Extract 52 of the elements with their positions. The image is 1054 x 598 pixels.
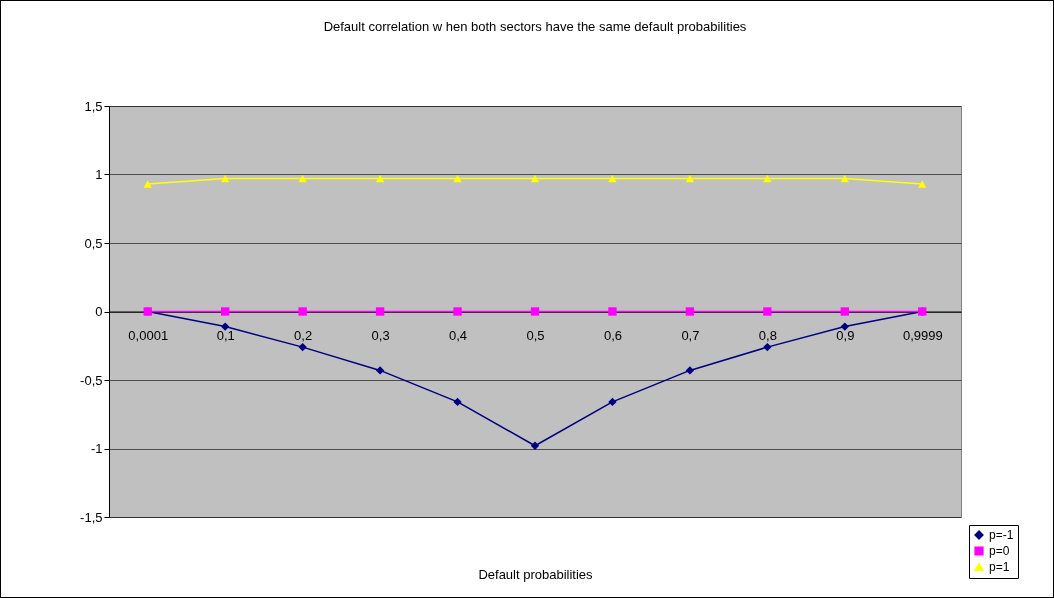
x-tick-label: 0,8: [758, 328, 777, 343]
chart-title: Default correlation w hen both sectors have the same default probabilities: [323, 19, 747, 34]
point: [221, 174, 230, 183]
x-tick-label: 0,6: [603, 328, 622, 343]
point: [608, 174, 617, 183]
x-tick-label: 0,1: [216, 328, 235, 343]
x-tick-label: 0,3: [371, 328, 390, 343]
y-tick-label: 0: [95, 304, 103, 319]
x-tick-label: 0,4: [449, 328, 468, 343]
point: [453, 174, 462, 183]
point: [453, 397, 462, 407]
point: [763, 174, 772, 183]
point: [375, 307, 385, 316]
point: [840, 307, 849, 316]
point: [608, 397, 617, 407]
y-tick-label: 0,5: [84, 235, 103, 251]
point: [298, 174, 307, 183]
point: [918, 180, 927, 188]
point: [530, 174, 540, 183]
point: [221, 322, 230, 331]
point: [453, 307, 462, 316]
point: [530, 307, 540, 316]
x-tick-label: 0,7: [681, 328, 700, 343]
point: [530, 441, 540, 450]
point: [375, 174, 385, 183]
point: [685, 174, 695, 183]
y-tick-label: 1,5: [84, 98, 103, 114]
y-tick-label: 1: [95, 167, 103, 182]
point: [375, 366, 385, 375]
point: [143, 180, 152, 188]
point: [685, 366, 695, 375]
legend-label: p=-1: [989, 528, 1014, 542]
x-tick-label: 0,9: [836, 328, 855, 343]
x-axis-title: Default probabilities: [478, 566, 594, 582]
point: [840, 174, 849, 183]
point: [608, 307, 617, 316]
point: [298, 307, 307, 316]
legend-label: p=1: [989, 560, 1010, 574]
point: [685, 307, 695, 316]
x-tick-label: 0,9999: [902, 328, 943, 343]
y-tick-label: -1: [90, 441, 103, 456]
x-tick-label: 0,2: [294, 328, 313, 343]
y-tick-label: -0,5: [80, 372, 103, 388]
point: [840, 322, 849, 331]
point: [763, 342, 772, 352]
y-tick-label: -1,5: [80, 509, 103, 525]
legend-label: p=0: [989, 544, 1010, 558]
x-tick-label: 0,0001: [128, 328, 169, 343]
x-tick-label: 0,5: [526, 328, 545, 343]
point: [763, 307, 772, 316]
point: [221, 307, 230, 316]
point: [298, 342, 307, 352]
